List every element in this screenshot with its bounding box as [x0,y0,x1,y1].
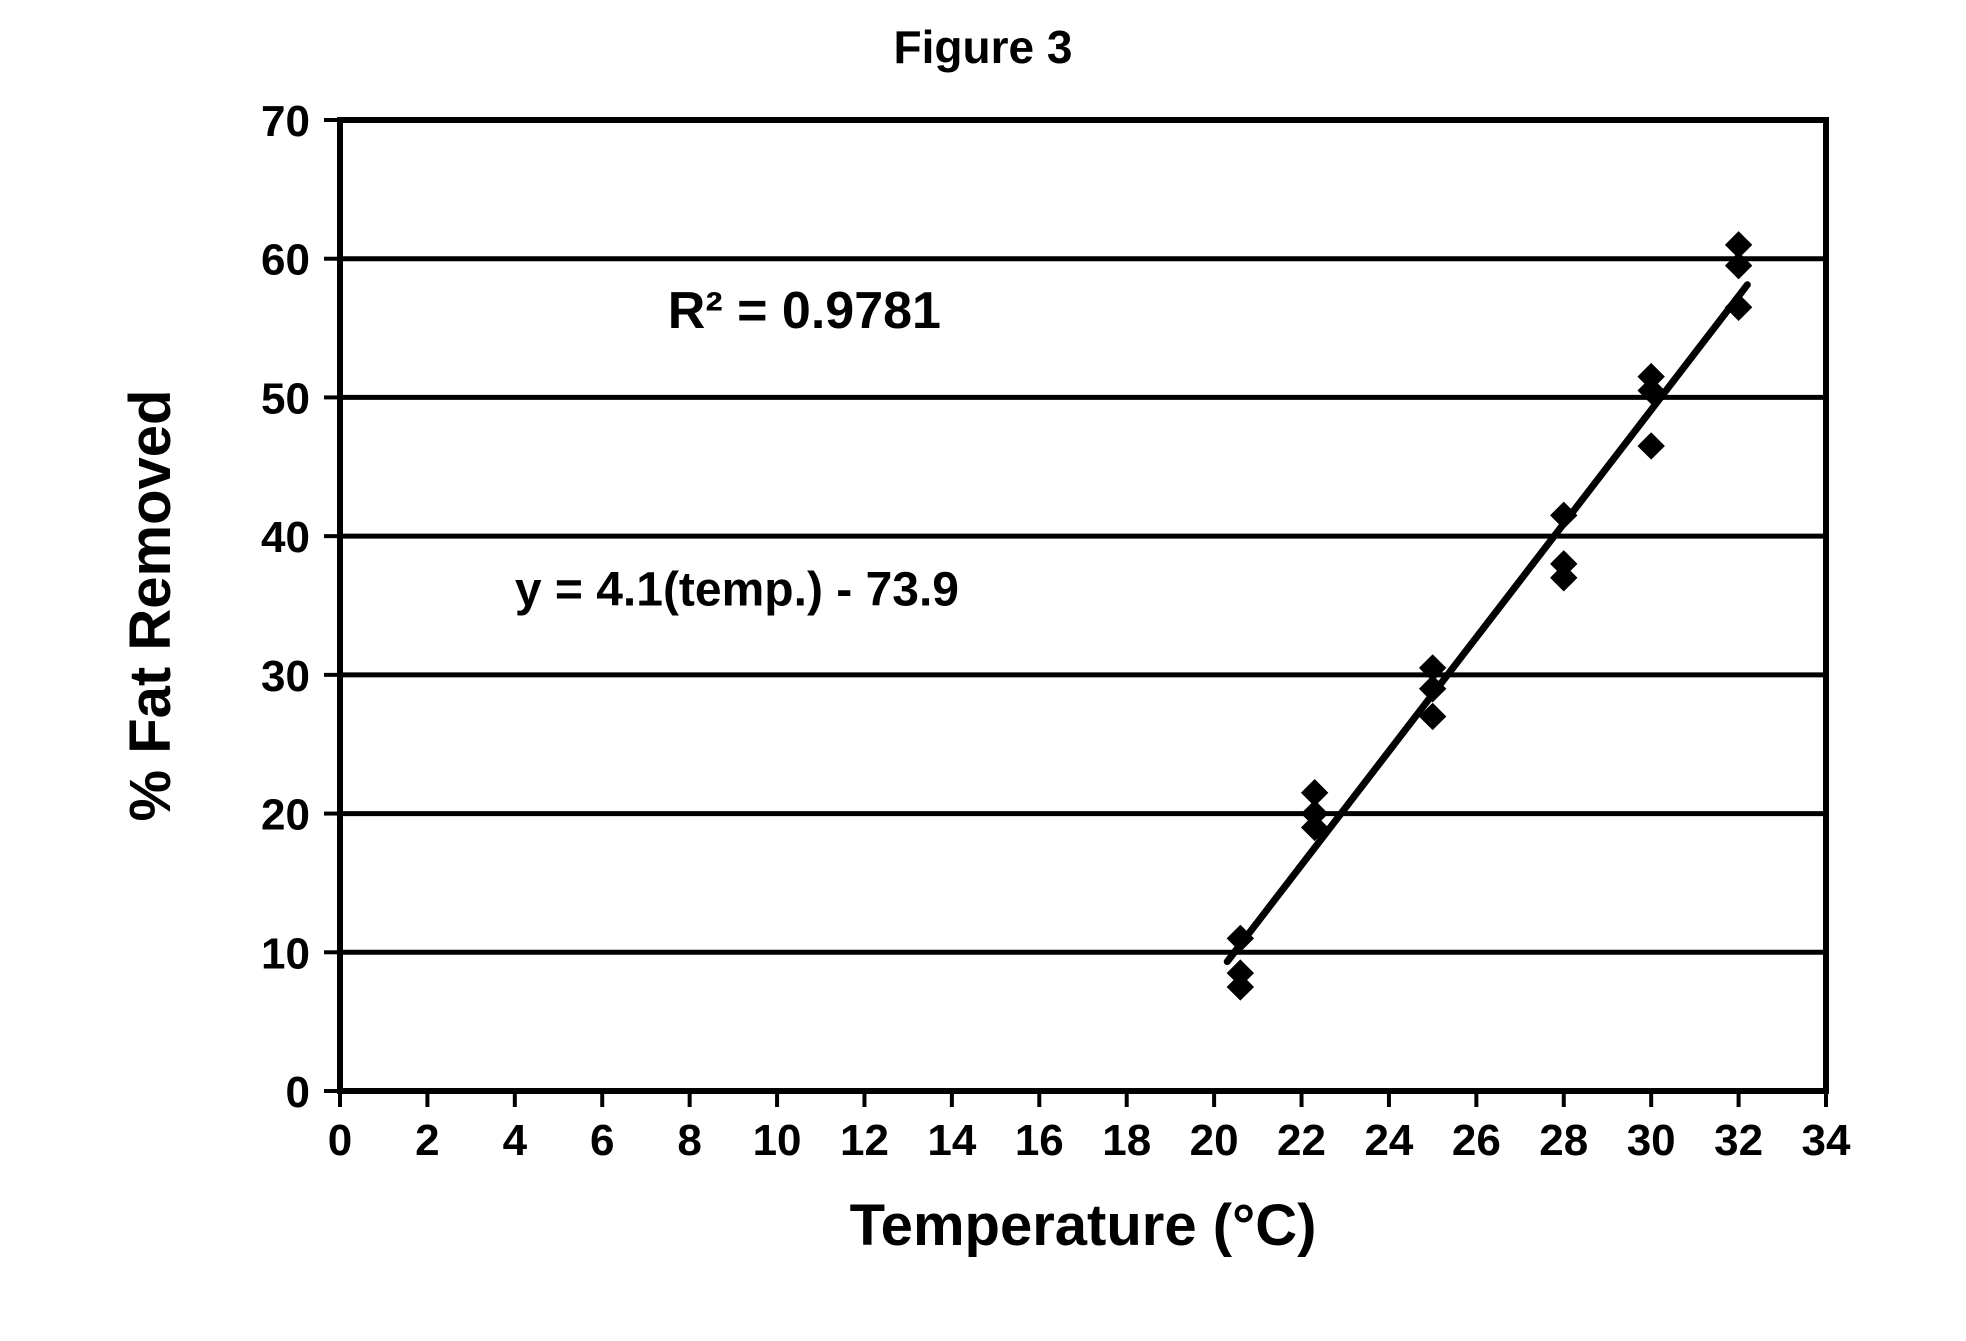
annotation-r2: R² = 0.9781 [668,282,941,340]
x-tick-label: 6 [590,1116,614,1165]
x-tick-label: 14 [927,1116,976,1165]
x-tick-label: 10 [753,1116,802,1165]
y-tick-label: 40 [261,513,310,562]
x-tick-label: 8 [677,1116,701,1165]
scatter-chart: 0246810121416182022242628303234010203040… [80,100,1886,1321]
y-tick-label: 60 [261,236,310,285]
x-tick-label: 18 [1102,1116,1151,1165]
x-tick-label: 20 [1190,1116,1239,1165]
y-tick-label: 30 [261,652,310,701]
y-axis-label: % Fat Removed [118,390,183,822]
y-tick-label: 50 [261,374,310,423]
x-tick-label: 2 [415,1116,439,1165]
figure-title: Figure 3 [0,20,1966,74]
annotation-eqn: y = 4.1(temp.) - 73.9 [515,564,959,617]
x-tick-label: 28 [1539,1116,1588,1165]
x-tick-label: 22 [1277,1116,1326,1165]
x-tick-label: 34 [1802,1116,1851,1165]
y-tick-label: 0 [286,1068,310,1117]
x-tick-label: 0 [328,1116,352,1165]
y-tick-label: 10 [261,929,310,978]
y-tick-label: 20 [261,791,310,840]
x-tick-label: 4 [503,1116,528,1165]
chart-svg: 0246810121416182022242628303234010203040… [80,100,1886,1321]
x-tick-label: 26 [1452,1116,1501,1165]
x-tick-label: 12 [840,1116,889,1165]
x-axis-label: Temperature (°C) [850,1193,1317,1258]
x-tick-label: 16 [1015,1116,1064,1165]
x-tick-label: 30 [1627,1116,1676,1165]
x-tick-label: 24 [1364,1116,1413,1165]
x-tick-label: 32 [1714,1116,1763,1165]
y-tick-label: 70 [261,100,310,146]
